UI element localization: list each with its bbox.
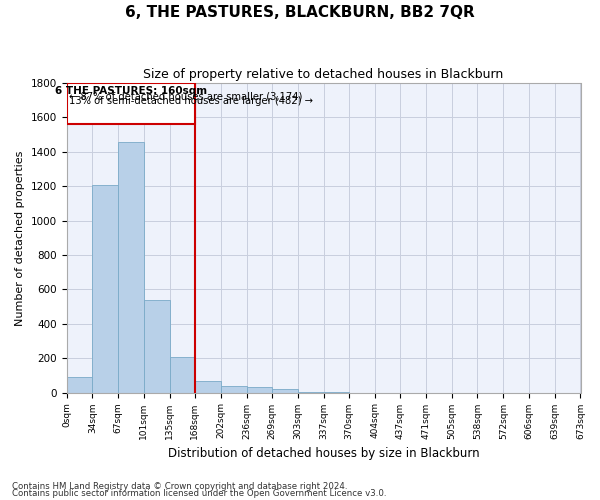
Y-axis label: Number of detached properties: Number of detached properties [15, 150, 25, 326]
Bar [195, 382, 221, 392]
Text: Contains HM Land Registry data © Crown copyright and database right 2024.: Contains HM Land Registry data © Crown c… [12, 482, 347, 491]
Bar [143, 300, 170, 392]
Bar [272, 389, 298, 392]
Bar [247, 388, 272, 392]
Bar [221, 386, 247, 392]
Text: ← 87% of detached houses are smaller (3,174): ← 87% of detached houses are smaller (3,… [69, 92, 302, 102]
Bar [118, 142, 143, 392]
Text: 6, THE PASTURES, BLACKBURN, BB2 7QR: 6, THE PASTURES, BLACKBURN, BB2 7QR [125, 5, 475, 20]
Bar [170, 358, 195, 392]
Text: 13% of semi-detached houses are larger (482) →: 13% of semi-detached houses are larger (… [69, 96, 313, 106]
Title: Size of property relative to detached houses in Blackburn: Size of property relative to detached ho… [143, 68, 503, 80]
Bar [67, 377, 92, 392]
Text: Contains public sector information licensed under the Open Government Licence v3: Contains public sector information licen… [12, 489, 386, 498]
Text: 6 THE PASTURES: 160sqm: 6 THE PASTURES: 160sqm [55, 86, 207, 96]
Bar [92, 186, 118, 392]
X-axis label: Distribution of detached houses by size in Blackburn: Distribution of detached houses by size … [168, 447, 479, 460]
Bar [67, 83, 195, 124]
